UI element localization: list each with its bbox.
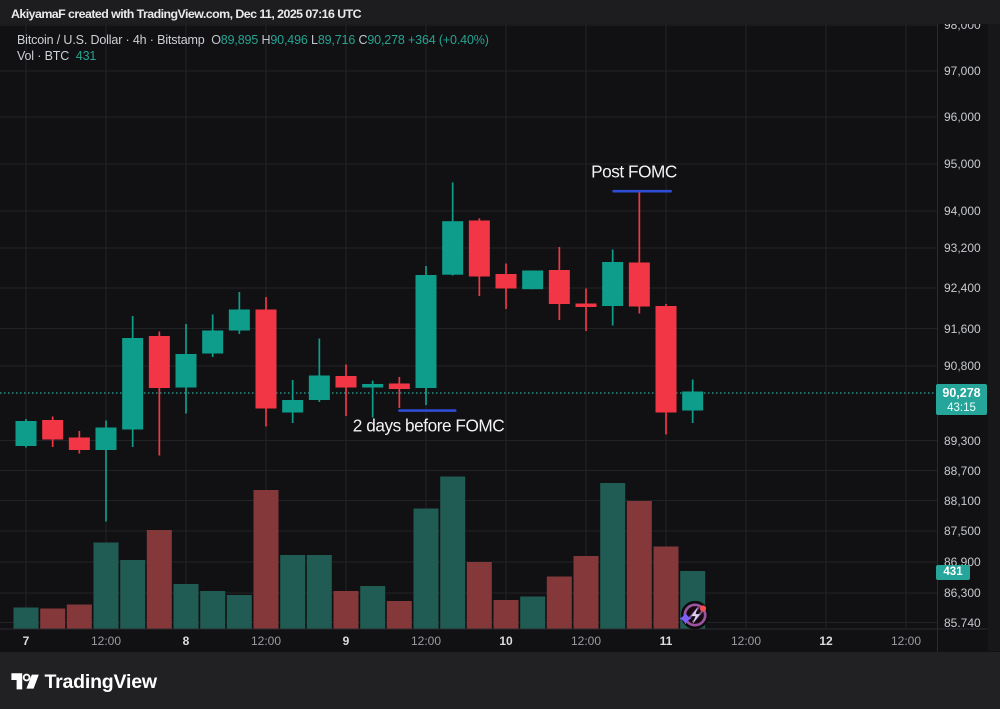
svg-text:TradingView: TradingView [45,670,158,692]
